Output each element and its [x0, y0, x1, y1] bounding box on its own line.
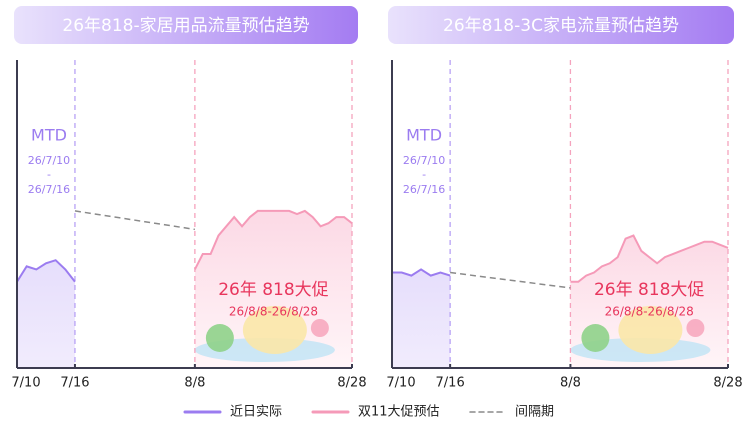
mtd-sep: - [47, 168, 51, 181]
mtd-end: 26/7/16 [403, 183, 445, 196]
promo-title: 26年 818大促 [594, 280, 704, 300]
decoration [618, 306, 683, 354]
chart-title: 26年818-3C家电流量预估趋势 [443, 16, 679, 36]
x-tick-label: 8/8 [560, 376, 581, 391]
title-pill [14, 6, 358, 44]
decoration [310, 319, 329, 337]
area [392, 269, 451, 368]
legend-label: 近日实际 [230, 405, 282, 420]
x-tick-label: 8/8 [184, 376, 205, 391]
series-line [74, 210, 195, 231]
decoration [581, 324, 610, 352]
series-line [16, 259, 76, 283]
decoration [242, 306, 307, 354]
x-tick-label: 8/28 [713, 376, 742, 391]
mtd-label: MTD [31, 126, 67, 145]
mtd-label: MTD [406, 126, 442, 145]
mtd-start: 26/7/10 [403, 154, 445, 167]
title-pill [388, 6, 734, 44]
mtd-start: 26/7/10 [28, 154, 70, 167]
series-line [450, 271, 571, 289]
promo-range: 26/8/8-26/8/28 [229, 305, 318, 319]
x-tick-label: 7/10 [11, 376, 40, 391]
promo-range: 26/8/8-26/8/28 [605, 305, 694, 319]
x-tick-label: 7/16 [436, 376, 465, 391]
series-line [193, 209, 353, 270]
x-tick-label: 7/10 [386, 376, 415, 391]
decoration [686, 319, 705, 337]
series-line [570, 234, 729, 283]
area [17, 260, 75, 368]
decoration [205, 324, 234, 352]
mtd-end: 26/7/16 [28, 183, 70, 196]
mtd-sep: - [422, 168, 426, 181]
legend-label: 双11大促预估 [358, 405, 440, 420]
legend-label: 间隔期 [515, 405, 554, 420]
x-tick-label: 7/16 [60, 376, 89, 391]
promo-title: 26年 818大促 [218, 280, 328, 300]
chart-title: 26年818-家居用品流量预估趋势 [62, 16, 309, 36]
series-line [392, 268, 451, 277]
area [570, 235, 728, 368]
x-tick-label: 8/28 [337, 376, 366, 391]
